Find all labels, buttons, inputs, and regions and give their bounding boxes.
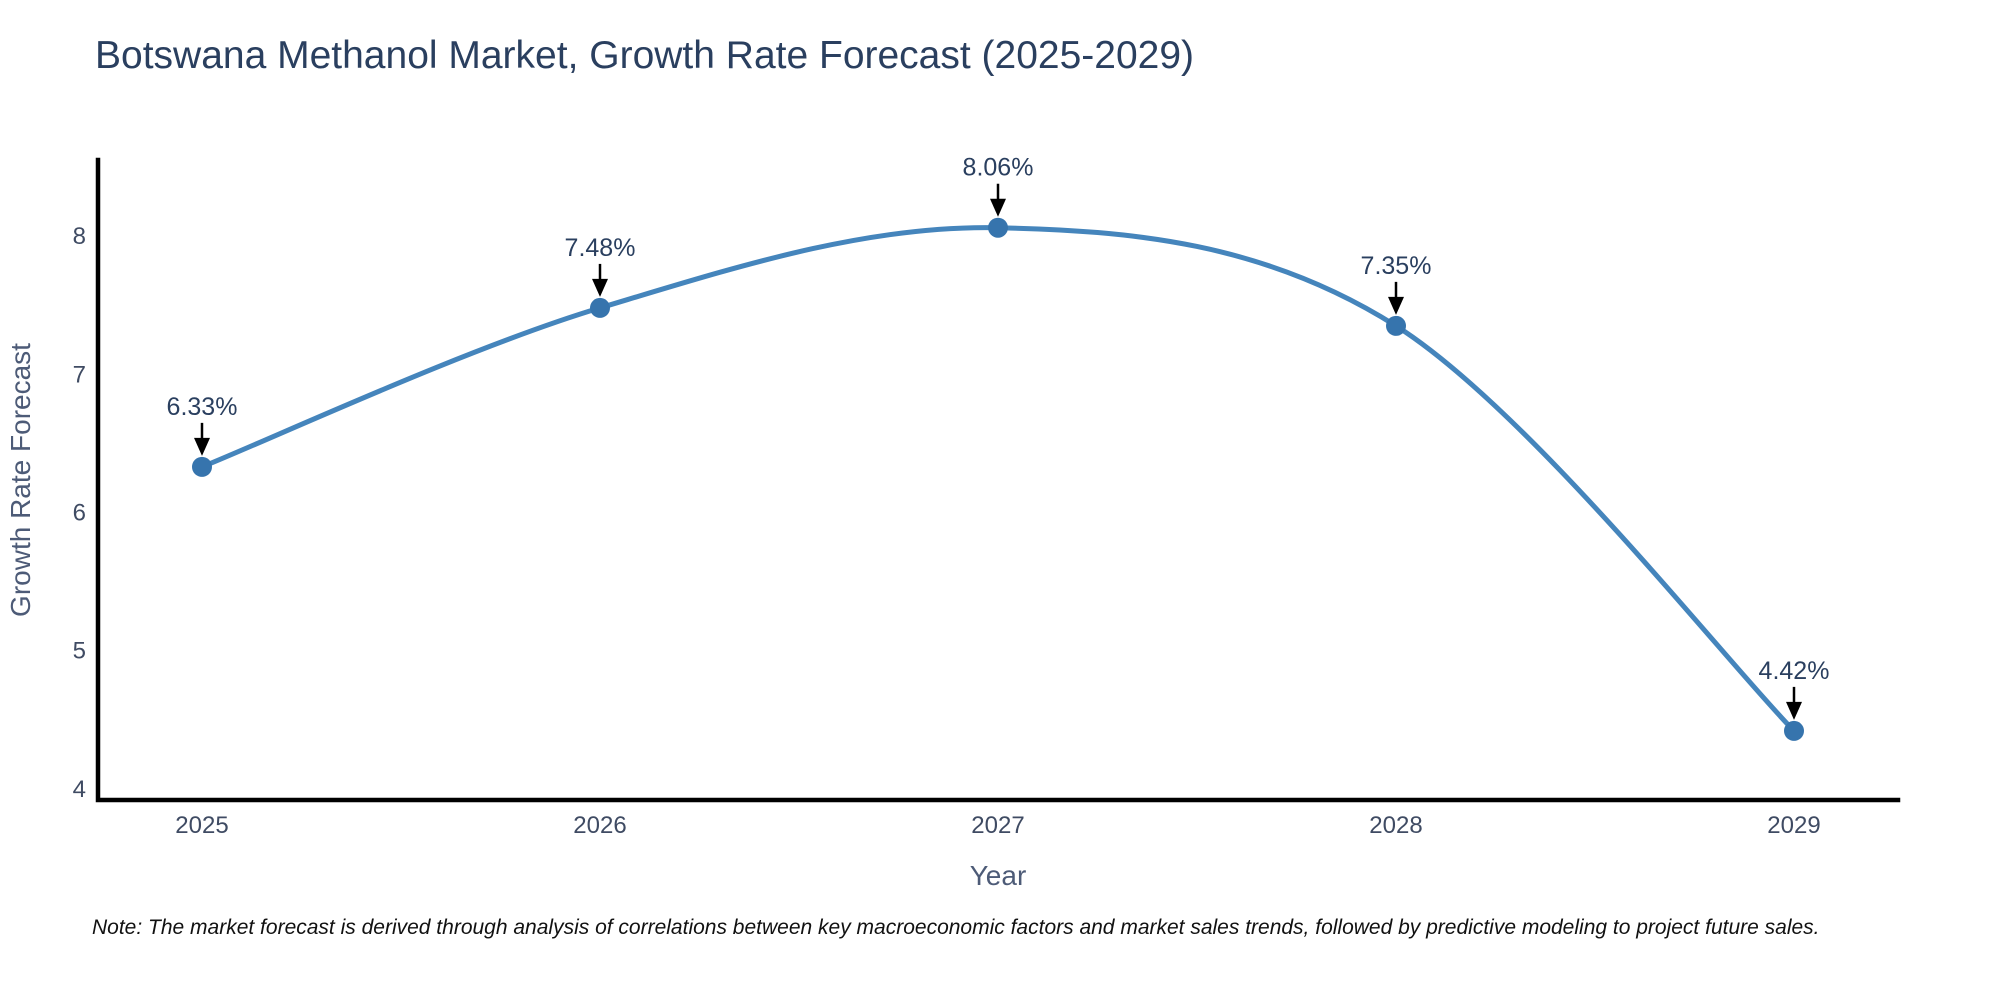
x-tick-label: 2028 bbox=[1369, 812, 1422, 839]
x-tick-label: 2025 bbox=[175, 812, 228, 839]
chart-title: Botswana Methanol Market, Growth Rate Fo… bbox=[95, 34, 1195, 77]
y-tick-label: 8 bbox=[73, 223, 86, 250]
x-axis-title: Year bbox=[970, 860, 1027, 891]
point-value-label: 6.33% bbox=[167, 393, 238, 421]
y-tick-label: 5 bbox=[73, 638, 86, 665]
annotation-arrow-head bbox=[592, 278, 608, 297]
x-tick-label: 2027 bbox=[971, 812, 1024, 839]
data-point-marker bbox=[1386, 315, 1406, 336]
line-series bbox=[201, 225, 1796, 733]
point-value-label: 7.48% bbox=[565, 234, 636, 262]
x-tick-label: 2026 bbox=[573, 812, 626, 839]
point-value-label: 4.42% bbox=[1759, 657, 1830, 685]
y-tick-label: 6 bbox=[73, 499, 86, 526]
point-value-label: 7.35% bbox=[1361, 252, 1432, 280]
y-tick-label: 4 bbox=[73, 776, 86, 803]
annotation-arrow-head bbox=[194, 437, 210, 456]
axes-lines bbox=[95, 157, 1901, 803]
data-point-marker bbox=[192, 456, 212, 477]
y-axis-title: Growth Rate Forecast bbox=[5, 343, 36, 617]
x-tick-label: 2029 bbox=[1767, 812, 1820, 839]
data-point-marker bbox=[1784, 720, 1804, 741]
data-point-marker bbox=[590, 297, 610, 318]
footnote: Note: The market forecast is derived thr… bbox=[92, 916, 1820, 939]
annotation-arrow-head bbox=[1786, 701, 1802, 720]
annotation-arrow-head bbox=[1388, 296, 1404, 315]
annotation-arrow-head bbox=[990, 198, 1006, 217]
point-value-label: 8.06% bbox=[963, 154, 1034, 182]
y-tick-label: 7 bbox=[73, 361, 86, 388]
data-point-marker bbox=[988, 217, 1008, 238]
